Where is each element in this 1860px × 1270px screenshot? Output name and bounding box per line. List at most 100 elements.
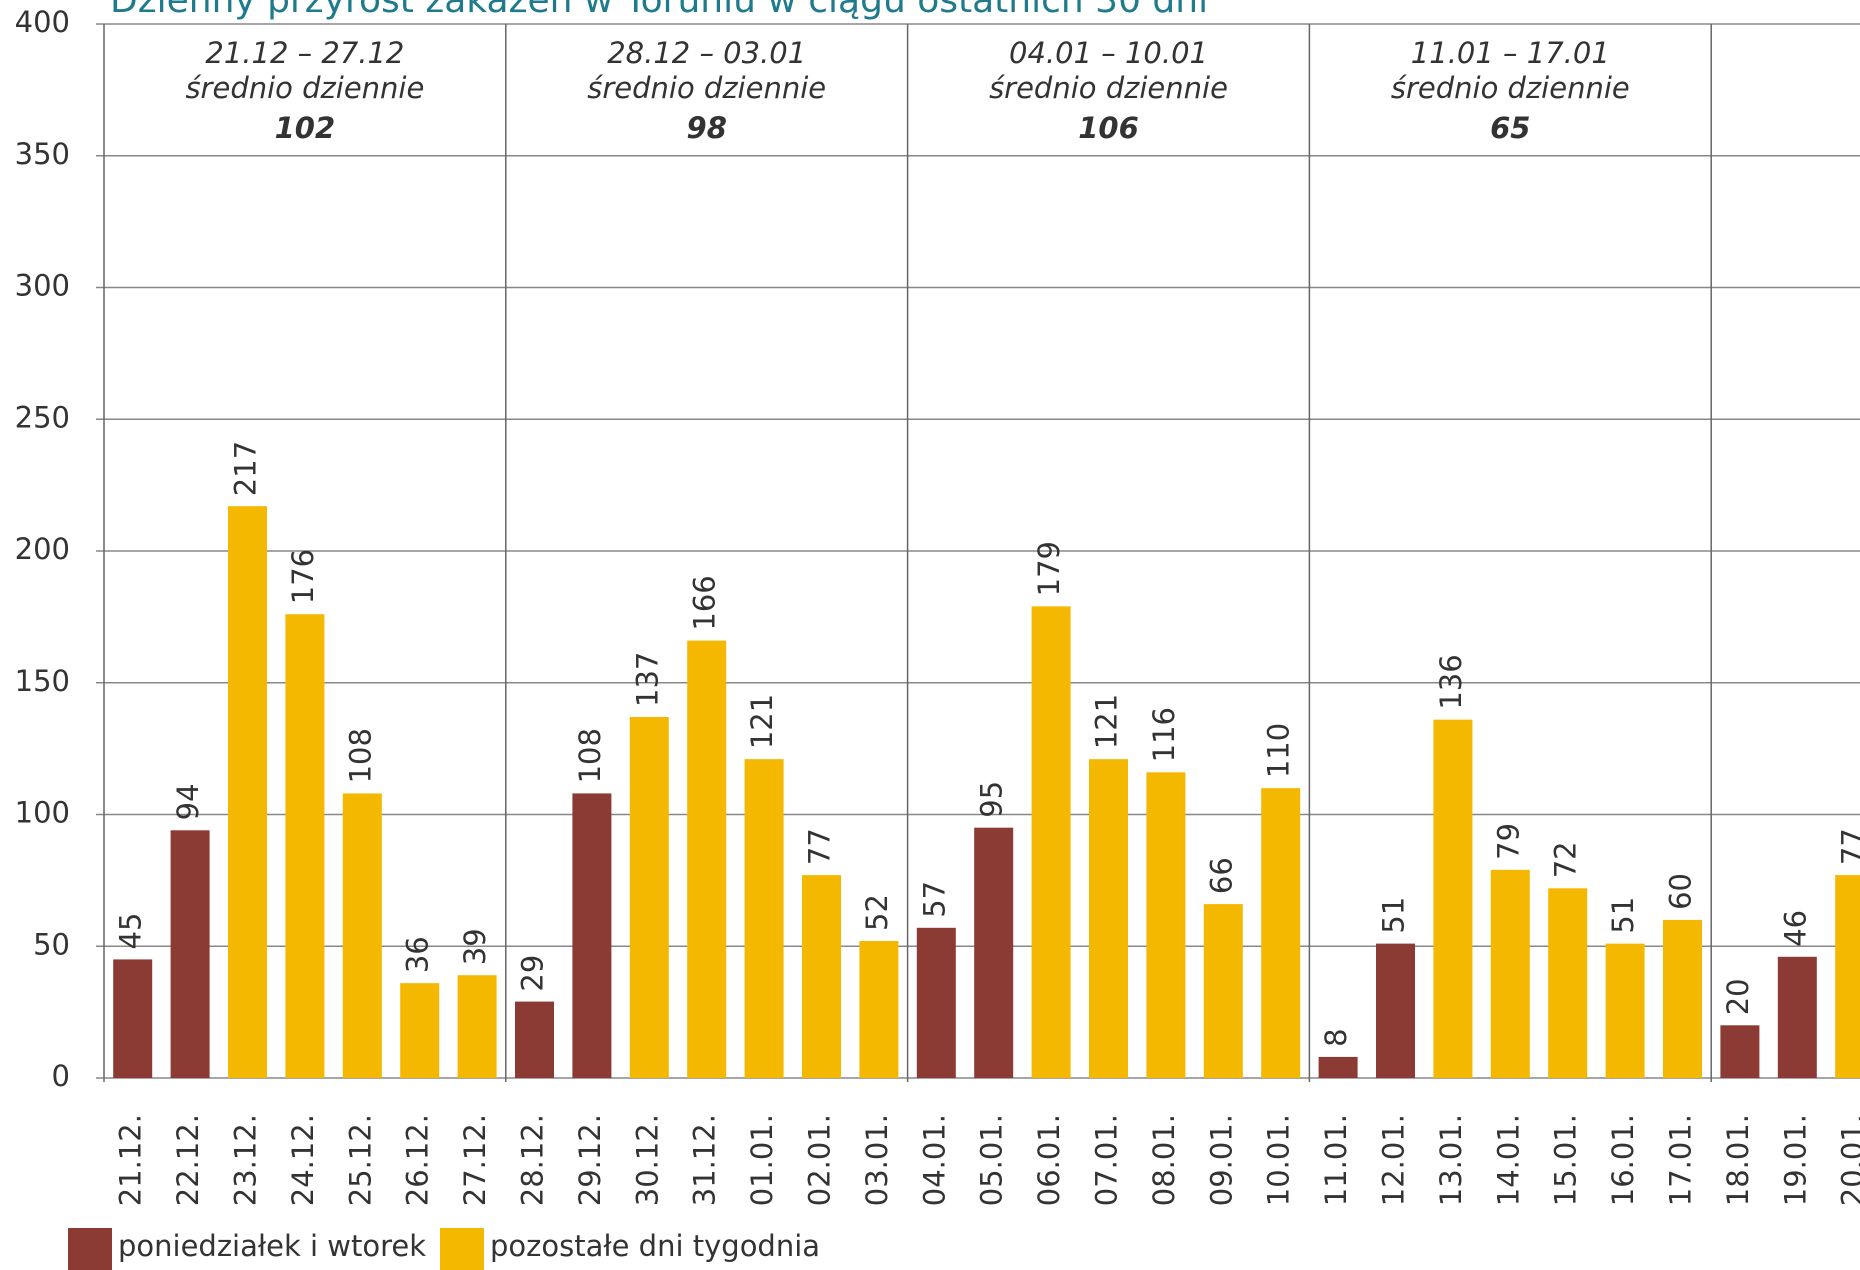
- data-label: 8: [1319, 1028, 1353, 1046]
- data-label: 108: [573, 728, 607, 783]
- x-tick-label: 19.01.: [1778, 1114, 1812, 1206]
- data-label: 217: [229, 441, 263, 496]
- data-label: 79: [1491, 823, 1525, 860]
- data-label: 20: [1721, 978, 1755, 1015]
- bar: [342, 793, 382, 1078]
- bar: [859, 940, 899, 1078]
- bar: [1835, 875, 1860, 1078]
- data-label: 137: [630, 652, 664, 707]
- x-tick-label: 29.12.: [573, 1114, 607, 1206]
- annotation-label: średnio dziennie: [1391, 71, 1630, 105]
- x-tick-label: 18.01.: [1721, 1114, 1755, 1206]
- data-label: 60: [1664, 873, 1698, 910]
- bar: [515, 1001, 554, 1078]
- data-label: 121: [1090, 694, 1124, 749]
- y-tick-label: 0: [52, 1059, 70, 1093]
- bar: [1433, 719, 1473, 1078]
- bar: [916, 927, 956, 1078]
- y-tick-label: 150: [15, 664, 70, 698]
- bar: [1089, 759, 1128, 1078]
- bar: [629, 717, 669, 1078]
- annotation-value: 98: [687, 111, 727, 145]
- data-label: 77: [1836, 828, 1860, 865]
- x-tick-label: 21.12.: [114, 1114, 148, 1206]
- data-label: 66: [1204, 857, 1238, 894]
- x-tick-label: 31.12.: [688, 1114, 722, 1206]
- bar: [974, 827, 1014, 1078]
- x-tick-label: 03.01.: [860, 1114, 894, 1206]
- x-tick-label: 22.12.: [171, 1114, 205, 1206]
- bar: [687, 640, 727, 1078]
- x-tick-label: 30.12.: [630, 1114, 664, 1206]
- data-label: 121: [745, 694, 779, 749]
- data-label: 95: [975, 781, 1009, 818]
- y-tick-label: 300: [15, 269, 70, 303]
- annotation-label: średnio dziennie: [587, 71, 826, 105]
- y-tick-label: 400: [15, 5, 70, 39]
- x-tick-label: 17.01.: [1664, 1114, 1698, 1206]
- data-label: 72: [1549, 841, 1583, 878]
- bar: [1203, 904, 1243, 1078]
- annotation-bg: [134, 34, 475, 154]
- annotation-value: 102: [275, 111, 336, 145]
- x-tick-label: 26.12.: [401, 1114, 435, 1206]
- chart-title: Dzienny przyrost zakażeń w Toruniu w cią…: [110, 0, 1208, 21]
- annotation-range: 11.01 – 17.01: [1411, 36, 1610, 70]
- annotation-label: średnio dziennie: [185, 71, 424, 105]
- annotation-value: 106: [1078, 111, 1139, 145]
- data-label: 57: [917, 881, 951, 918]
- x-tick-label: 01.01.: [745, 1114, 779, 1206]
- annotation-bg: [536, 34, 877, 154]
- x-tick-label: 09.01.: [1204, 1114, 1238, 1206]
- data-label: 176: [286, 549, 320, 604]
- bar: [1261, 788, 1301, 1078]
- x-tick-label: 28.12.: [516, 1114, 550, 1206]
- data-label: 39: [458, 928, 492, 965]
- legend-swatch: [68, 1228, 112, 1270]
- x-tick-label: 05.01.: [975, 1114, 1009, 1206]
- annotation-range: 21.12 – 27.12: [205, 36, 404, 70]
- bar: [1605, 943, 1645, 1078]
- bar: [1490, 869, 1530, 1078]
- legend-label: poniedziałek i wtorek: [118, 1229, 426, 1263]
- data-label: 51: [1606, 897, 1640, 934]
- x-tick-label: 07.01.: [1090, 1114, 1124, 1206]
- annotation-label: średnio dziennie: [989, 71, 1228, 105]
- bar: [744, 759, 784, 1078]
- x-tick-label: 25.12.: [343, 1114, 377, 1206]
- bar: [1720, 1025, 1760, 1078]
- data-label: 36: [401, 936, 435, 973]
- y-tick-label: 200: [15, 532, 70, 566]
- x-tick-label: 11.01.: [1319, 1114, 1353, 1206]
- annotation-value: 65: [1490, 111, 1530, 145]
- y-tick-label: 50: [33, 927, 70, 961]
- bar: [1376, 943, 1415, 1078]
- data-label: 77: [803, 828, 837, 865]
- bar: [1663, 919, 1702, 1078]
- bar: [113, 959, 153, 1078]
- data-label: 108: [343, 728, 377, 783]
- x-tick-label: 10.01.: [1262, 1114, 1296, 1206]
- x-tick-label: 08.01.: [1147, 1114, 1181, 1206]
- legend-swatch: [440, 1228, 485, 1270]
- bar: [457, 975, 497, 1078]
- annotation-range: 04.01 – 10.01: [1009, 36, 1208, 70]
- bar: [802, 875, 841, 1078]
- x-tick-label: 02.01.: [803, 1114, 837, 1206]
- x-tick-label: 20.01.: [1836, 1114, 1860, 1206]
- bar: [285, 614, 325, 1078]
- data-label: 179: [1032, 541, 1066, 596]
- bar: [1777, 956, 1817, 1078]
- bar: [170, 830, 210, 1078]
- data-label: 166: [688, 575, 722, 630]
- data-label: 46: [1778, 910, 1812, 947]
- x-tick-label: 12.01.: [1377, 1114, 1411, 1206]
- x-tick-label: 04.01.: [917, 1114, 951, 1206]
- bar: [228, 506, 267, 1079]
- bar: [572, 793, 612, 1078]
- bar: [1031, 606, 1071, 1078]
- annotation-bg: [1340, 34, 1681, 154]
- bar: [400, 983, 440, 1078]
- data-label: 52: [860, 894, 894, 931]
